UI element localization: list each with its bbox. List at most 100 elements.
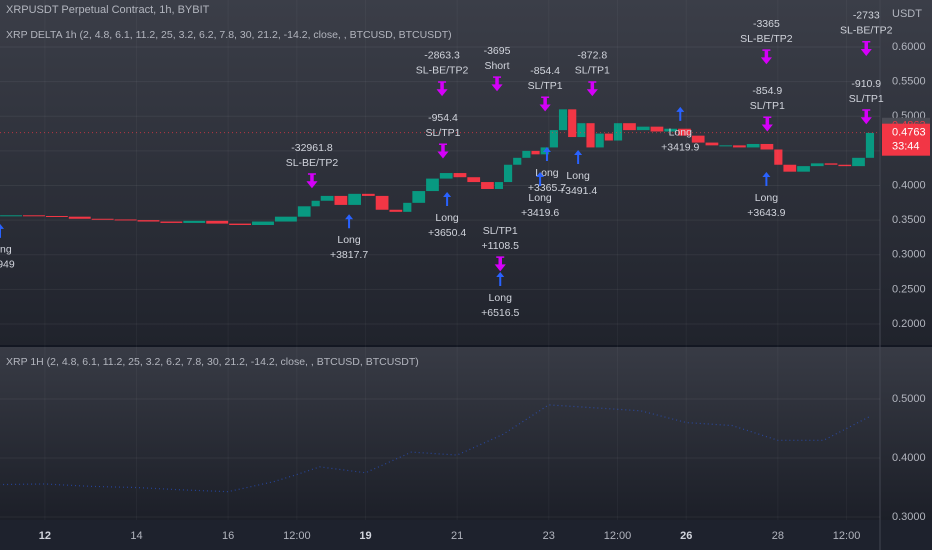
x-tick-label: 23: [543, 530, 555, 542]
x-tick-label: 12: [39, 530, 51, 542]
candle: [650, 126, 664, 132]
annotation-text: Long: [337, 234, 361, 246]
annotation-text: Long: [755, 192, 779, 204]
annotation-text: SL/TP1: [528, 80, 563, 92]
candle: [426, 178, 439, 192]
annotation-text: +3643.9: [747, 207, 785, 219]
candle: [320, 195, 334, 201]
candle: [183, 220, 206, 223]
x-axis-bg: [0, 520, 932, 550]
annotation-text: -2733: [853, 10, 880, 22]
candle: [623, 123, 636, 131]
candle: [604, 133, 613, 141]
annotation-text: Long: [489, 292, 513, 304]
x-tick-label: 26: [680, 530, 692, 542]
candle: [412, 191, 426, 203]
candle: [68, 216, 91, 219]
y-tick-label: 0.6000: [892, 41, 926, 53]
annotation-text: SL-BE/TP2: [740, 33, 793, 45]
annotation-text: Long: [0, 244, 12, 256]
y-tick-label: 0.5000: [892, 393, 926, 405]
candle: [636, 126, 650, 131]
annotation-text: -910.9: [851, 78, 881, 90]
long-arrow: [443, 192, 452, 207]
y-tick-label: 0.3000: [892, 511, 926, 523]
candle: [522, 150, 531, 158]
candle: [513, 157, 522, 165]
exit-marker: [860, 41, 872, 56]
x-tick-label: 16: [222, 530, 234, 542]
annotation-text: -3695: [484, 45, 511, 57]
annotation-text: -854.4: [530, 65, 560, 77]
exit-marker: [494, 256, 506, 272]
y-tick-label: 0.4000: [892, 452, 926, 464]
y-tick-label: 0.4000: [892, 179, 926, 191]
candle: [691, 135, 705, 143]
exit-marker: [860, 109, 872, 125]
x-tick-label: 12:00: [833, 530, 861, 542]
annotation-text: +3650.4: [428, 227, 466, 239]
candle: [453, 173, 467, 178]
long-arrow: [0, 223, 4, 238]
candle: [206, 220, 229, 224]
candle: [595, 133, 604, 148]
candle: [481, 182, 494, 189]
annotation-text: SL-BE/TP2: [840, 25, 893, 37]
annotation-text: SL/TP1: [483, 225, 518, 237]
candle: [865, 132, 875, 158]
candle: [568, 109, 577, 138]
annotation-text: -854.9: [752, 85, 782, 97]
candle: [467, 177, 481, 183]
candle: [760, 143, 774, 150]
annotation-text: SL/TP1: [425, 127, 460, 139]
candle: [22, 215, 45, 217]
y-tick-label: 0.5500: [892, 76, 926, 88]
bottom-pane: [0, 347, 932, 520]
x-tick-label: 14: [130, 530, 142, 542]
x-tick-label: 21: [451, 530, 463, 542]
annotation-text: Long: [528, 192, 552, 204]
exit-marker: [586, 81, 598, 97]
y-axis-label: USDT: [892, 8, 922, 20]
candle: [375, 195, 389, 210]
annotation-text: -954.4: [428, 112, 458, 124]
annotation-text: +3949: [0, 259, 15, 271]
candle: [797, 166, 810, 172]
candle: [439, 173, 453, 179]
annotation-text: +3817.7: [330, 249, 368, 261]
candle: [810, 163, 824, 167]
y-tick-label: 0.3500: [892, 214, 926, 226]
candle: [705, 142, 719, 146]
candle: [311, 200, 320, 207]
candle: [577, 123, 586, 138]
top-pane: [0, 0, 932, 345]
annotation-text: SL-BE/TP2: [416, 65, 469, 77]
candle: [733, 145, 746, 148]
x-tick-label: 19: [359, 530, 371, 542]
candle: [0, 215, 22, 217]
annotation-text: SL-BE/TP2: [286, 157, 339, 169]
candle: [334, 195, 348, 205]
x-tick-label: 12:00: [283, 530, 311, 542]
exit-marker: [436, 81, 448, 97]
candle: [114, 219, 137, 221]
exit-marker: [539, 96, 551, 112]
candle: [494, 182, 503, 189]
annotation-text: -32961.8: [291, 142, 333, 154]
exit-marker: [760, 49, 772, 65]
candle: [348, 193, 361, 205]
candle: [252, 221, 274, 225]
long-arrow: [762, 171, 771, 186]
candle: [531, 150, 540, 155]
long-arrow: [676, 106, 685, 121]
annotation-text: Long: [535, 167, 559, 179]
annotation-text: +6516.5: [481, 307, 519, 319]
annotation-text: Long: [669, 127, 693, 139]
y-tick-label: 0.2500: [892, 283, 926, 295]
annotation-text: SL/TP1: [750, 100, 785, 112]
y-tick-label: 0.2000: [892, 318, 926, 330]
long-arrow: [542, 147, 551, 162]
annotation-text: +3419.6: [521, 207, 559, 219]
indicator-title: XRP 1H (2, 4.8, 6.1, 11.2, 25, 3.2, 6.2,…: [6, 356, 419, 368]
candle: [274, 216, 297, 222]
